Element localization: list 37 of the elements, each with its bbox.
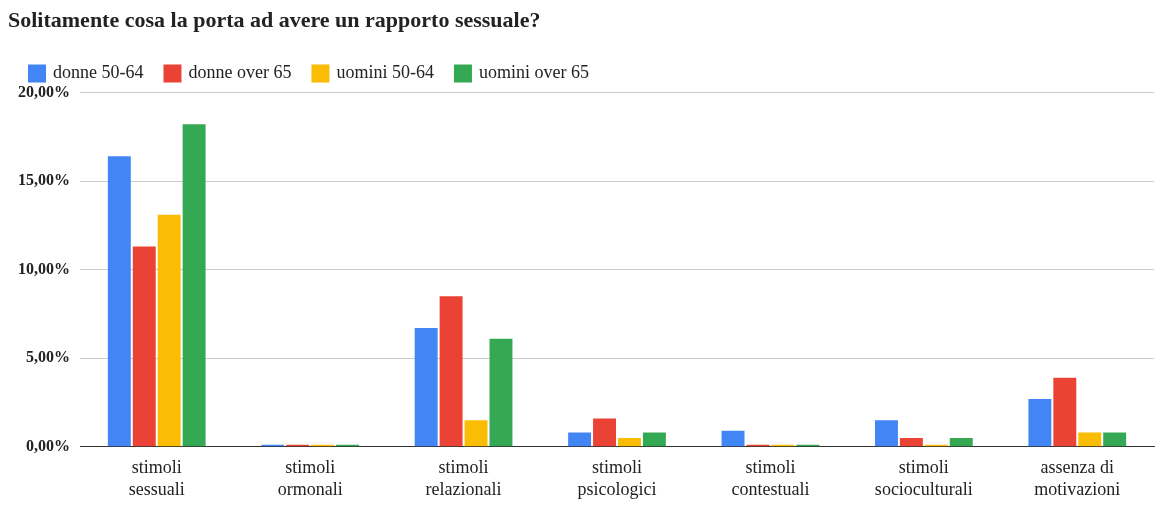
bar xyxy=(464,420,488,447)
x-tick-label: stimoli sessuali xyxy=(128,457,185,499)
legend-label: uomini over 65 xyxy=(478,62,589,83)
y-tick-label: 10,00% xyxy=(18,259,70,277)
bar xyxy=(489,338,513,447)
x-tick-label: stimoli psicologici xyxy=(577,457,657,499)
bar xyxy=(1078,432,1102,447)
bar xyxy=(107,156,131,447)
x-tick-label: assenza di motivazioni xyxy=(1034,457,1121,499)
chart-title: Solitamente cosa la porta ad avere un rapporto sessuale? xyxy=(8,6,541,32)
bar xyxy=(439,296,463,447)
y-tick-label: 15,00% xyxy=(18,171,70,189)
x-tick-label: stimoli ormonali xyxy=(277,457,343,499)
legend-label: donne over 65 xyxy=(188,62,292,83)
bar xyxy=(642,432,666,447)
x-tick-label: stimoli socioculturali xyxy=(874,457,973,499)
bar xyxy=(1028,398,1052,447)
bar xyxy=(593,418,616,447)
bar xyxy=(1053,377,1077,447)
legend-label: uomini 50-64 xyxy=(336,62,434,83)
y-tick-label: 5,00% xyxy=(26,348,70,366)
y-tick-label: 20,00% xyxy=(18,82,70,100)
bar xyxy=(949,437,973,447)
y-tick-label: 0,00% xyxy=(26,436,70,454)
legend-label: donne 50-64 xyxy=(53,62,144,83)
bar xyxy=(1103,432,1127,447)
bar xyxy=(721,430,745,447)
x-tick-label: stimoli contestuali xyxy=(731,457,810,499)
bar xyxy=(874,420,898,447)
bar xyxy=(899,437,923,447)
bar xyxy=(618,437,641,447)
bar xyxy=(414,328,438,447)
bar xyxy=(568,432,592,447)
bar xyxy=(132,246,156,447)
bar xyxy=(157,214,181,447)
x-tick-label: stimoli relazionali xyxy=(425,457,502,499)
bar xyxy=(182,124,206,447)
